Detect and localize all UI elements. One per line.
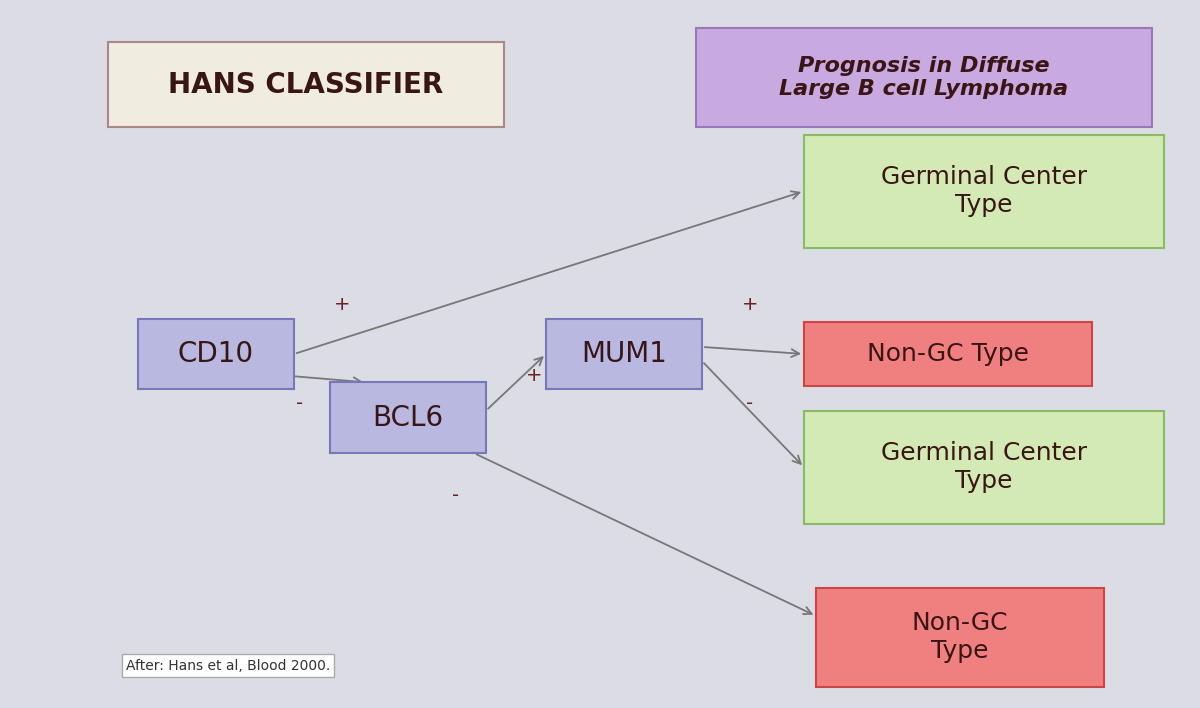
FancyBboxPatch shape — [546, 319, 702, 389]
Text: After: Hans et al, Blood 2000.: After: Hans et al, Blood 2000. — [126, 658, 330, 673]
Text: +: + — [742, 295, 758, 314]
Text: HANS CLASSIFIER: HANS CLASSIFIER — [168, 71, 444, 99]
FancyBboxPatch shape — [330, 382, 486, 453]
Text: -: - — [746, 394, 754, 413]
Text: Non-GC
Type: Non-GC Type — [912, 611, 1008, 663]
Text: Germinal Center
Type: Germinal Center Type — [881, 441, 1087, 493]
Text: +: + — [334, 295, 350, 314]
Text: MUM1: MUM1 — [581, 340, 667, 368]
Text: Germinal Center
Type: Germinal Center Type — [881, 165, 1087, 217]
Text: +: + — [526, 366, 542, 384]
Text: CD10: CD10 — [178, 340, 254, 368]
Text: -: - — [452, 486, 460, 505]
FancyBboxPatch shape — [804, 322, 1092, 386]
FancyBboxPatch shape — [816, 588, 1104, 687]
Text: Prognosis in Diffuse
Large B cell Lymphoma: Prognosis in Diffuse Large B cell Lympho… — [780, 56, 1068, 100]
Text: BCL6: BCL6 — [372, 404, 444, 432]
FancyBboxPatch shape — [108, 42, 504, 127]
Text: Non-GC Type: Non-GC Type — [866, 342, 1030, 366]
FancyBboxPatch shape — [804, 135, 1164, 248]
Text: -: - — [296, 394, 304, 413]
FancyBboxPatch shape — [696, 28, 1152, 127]
FancyBboxPatch shape — [138, 319, 294, 389]
FancyBboxPatch shape — [804, 411, 1164, 524]
